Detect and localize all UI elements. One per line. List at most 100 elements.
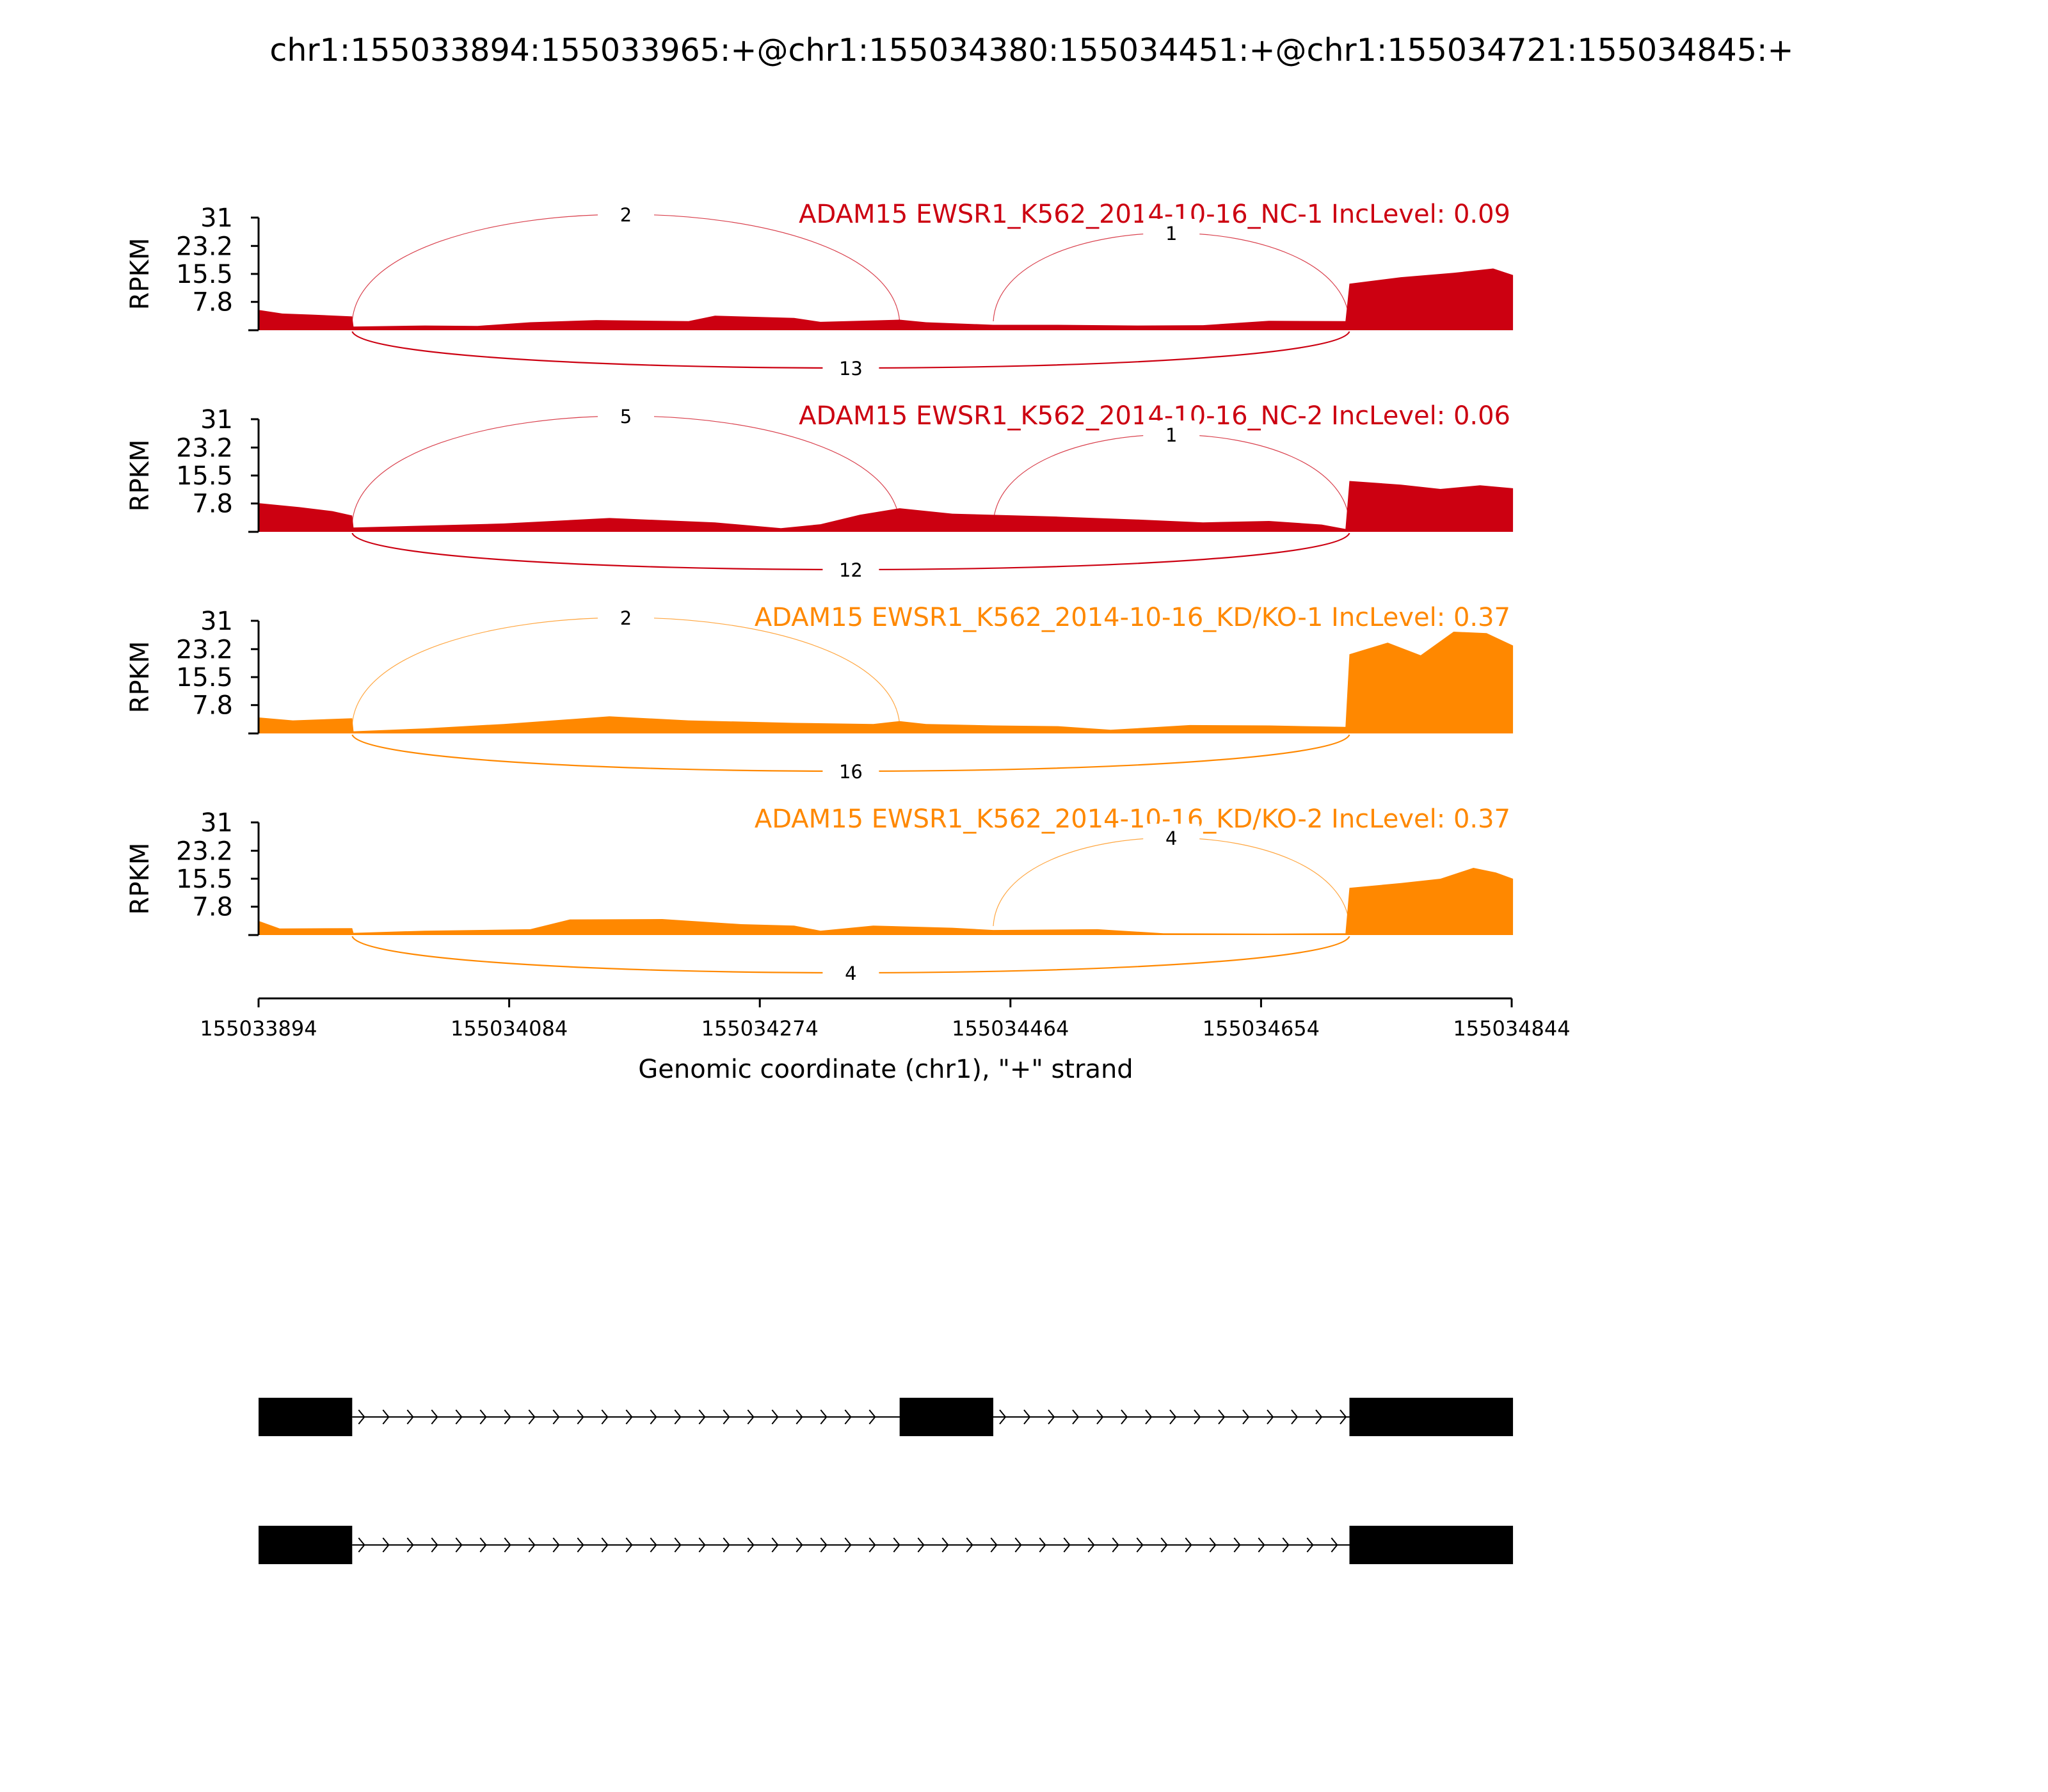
junction-label-bg (598, 200, 655, 226)
x-tick-label: 155034464 (952, 1016, 1069, 1041)
strand-chevron (504, 1409, 511, 1425)
x-tick-label: 155034084 (451, 1016, 568, 1041)
coverage-area (259, 632, 1514, 733)
junction-label-bg (598, 401, 655, 428)
strand-chevron (552, 1537, 560, 1553)
y-tick-label: 31 (200, 808, 233, 838)
strand-chevron (1306, 1537, 1314, 1553)
strand-chevron (431, 1537, 438, 1553)
strand-chevron (966, 1537, 973, 1553)
y-tick-label: 23.2 (176, 433, 233, 463)
strand-chevron (479, 1537, 487, 1553)
strand-chevron (577, 1409, 584, 1425)
junction-label-bg (822, 959, 879, 984)
strand-chevron (577, 1537, 584, 1553)
isoform-model (259, 1526, 1514, 1564)
strand-chevron (674, 1409, 682, 1425)
x-axis-label: Genomic coordinate (chr1), "+" strand (638, 1055, 1133, 1084)
strand-chevron (1242, 1409, 1250, 1425)
junction-count-label: 13 (839, 358, 863, 380)
strand-chevron (1023, 1409, 1031, 1425)
strand-chevron (382, 1409, 390, 1425)
junction-count-label: 4 (1165, 828, 1177, 849)
strand-chevron (382, 1537, 390, 1553)
y-tick-label: 31 (200, 204, 233, 233)
junction-label-bg (598, 603, 655, 629)
x-tick-label: 155034274 (701, 1016, 819, 1041)
junction-count-label: 1 (1165, 424, 1177, 446)
junction-count-label: 2 (620, 607, 632, 629)
strand-chevron (1194, 1409, 1201, 1425)
x-tick-label: 155034654 (1203, 1016, 1320, 1041)
strand-chevron (431, 1409, 438, 1425)
strand-chevron (552, 1409, 560, 1425)
junction-count-label: 16 (839, 761, 863, 783)
strand-chevron (1340, 1409, 1347, 1425)
y-tick-label: 15.5 (176, 865, 233, 894)
strand-chevron (1160, 1537, 1168, 1553)
strand-chevron (1282, 1537, 1290, 1553)
junction-count-label: 1 (1165, 223, 1177, 244)
y-tick-label: 7.8 (192, 691, 233, 721)
strand-chevron (796, 1409, 803, 1425)
y-tick-label: 23.2 (176, 836, 233, 866)
strand-chevron (747, 1409, 755, 1425)
strand-chevron (820, 1409, 828, 1425)
junction-label-bg (822, 354, 879, 380)
x-tick-label: 155033894 (200, 1016, 317, 1041)
junction-label-bg (1143, 420, 1200, 446)
exon-block (1349, 1526, 1514, 1564)
junction-arc (351, 415, 900, 524)
junction-label-bg (1143, 823, 1200, 849)
y-tick-label: 23.2 (176, 232, 233, 261)
strand-chevron (601, 1537, 609, 1553)
strand-chevron (674, 1537, 682, 1553)
y-axis-label: RPKM (125, 440, 155, 512)
strand-chevron (625, 1537, 633, 1553)
strand-chevron (625, 1409, 633, 1425)
strand-chevron (1048, 1409, 1055, 1425)
coverage-area (259, 268, 1514, 330)
strand-chevron (479, 1409, 487, 1425)
strand-chevron (698, 1409, 706, 1425)
strand-chevron (1087, 1537, 1095, 1553)
coverage-area (259, 868, 1514, 935)
junction-arc (351, 617, 900, 725)
strand-chevron (771, 1409, 779, 1425)
junction-count-label: 4 (845, 963, 856, 984)
strand-chevron (601, 1409, 609, 1425)
strand-chevron (650, 1409, 657, 1425)
strand-chevron (528, 1537, 536, 1553)
y-tick-label: 23.2 (176, 635, 233, 664)
y-axis-label: RPKM (125, 238, 155, 310)
strand-chevron (1185, 1537, 1192, 1553)
strand-chevron (1096, 1409, 1104, 1425)
strand-chevron (504, 1537, 511, 1553)
strand-chevron (1014, 1537, 1022, 1553)
junction-arc (351, 214, 900, 322)
sample-label: ADAM15 EWSR1_K562_2014-10-16_KD/KO-2 Inc… (755, 804, 1510, 834)
strand-chevron (844, 1537, 852, 1553)
strand-chevron (1291, 1409, 1299, 1425)
isoform-model (259, 1398, 1514, 1436)
x-axis: 155033894 155034084 155034274 155034464 1550… (200, 997, 1571, 1041)
strand-chevron (358, 1409, 365, 1425)
strand-chevron (723, 1537, 730, 1553)
strand-chevron (941, 1537, 949, 1553)
strand-chevron (844, 1409, 852, 1425)
strand-chevron (999, 1409, 1007, 1425)
strand-chevron (1145, 1409, 1153, 1425)
strand-chevron (917, 1537, 925, 1553)
y-tick-label: 31 (200, 607, 233, 636)
strand-chevron (1121, 1409, 1128, 1425)
strand-chevron (358, 1537, 365, 1553)
y-tick-label: 15.5 (176, 663, 233, 692)
exon-block (259, 1398, 353, 1436)
strand-chevron (1136, 1537, 1144, 1553)
strand-chevron (1209, 1537, 1217, 1553)
junction-count-label: 5 (620, 406, 632, 428)
